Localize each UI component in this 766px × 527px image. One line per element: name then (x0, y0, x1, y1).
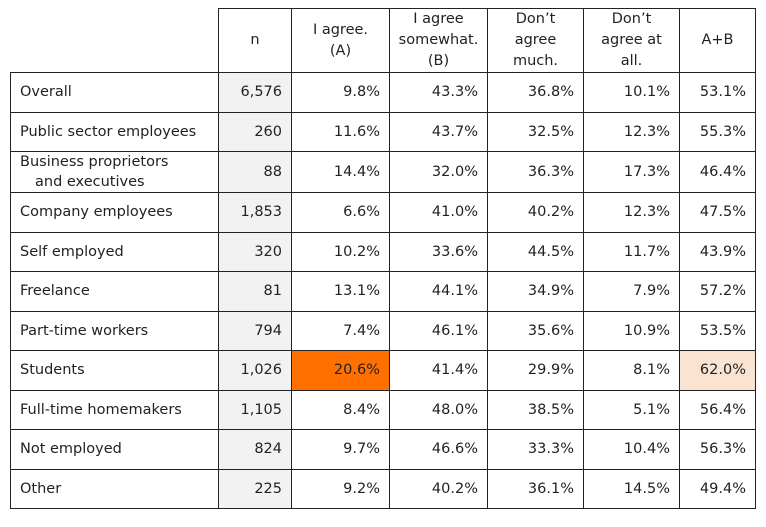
cell-ab: 57.2% (679, 271, 756, 312)
cell-ab: 53.5% (679, 310, 756, 351)
cell-a: 11.6% (291, 111, 390, 152)
table-row: Self employed 320 10.2% 33.6% 44.5% 11.7% 43.9… (10, 231, 756, 272)
cell-ab: 56.3% (679, 429, 756, 470)
row-label: Other (10, 468, 219, 509)
cell-a: 9.7% (291, 429, 390, 470)
cell-ab: 49.4% (679, 468, 756, 509)
cell-ab: 43.9% (679, 231, 756, 272)
row-label: Business proprietors and executives (10, 151, 219, 193)
table-row: Full-time homemakers 1,105 8.4% 48.0% 38.5% 5… (10, 389, 756, 430)
row-label: Part-time workers (10, 310, 219, 351)
cell-b: 41.4% (389, 350, 488, 391)
cell-d: 17.3% (583, 151, 680, 193)
cell-d: 10.9% (583, 310, 680, 351)
table-row: Other 225 9.2% 40.2% 36.1% 14.5% 49.4% (10, 468, 756, 509)
cell-c: 36.1% (487, 468, 584, 509)
column-header-b: I agree somewhat. (B) (389, 8, 488, 73)
table-row: Part-time workers 794 7.4% 46.1% 35.6% 10.9% 5… (10, 310, 756, 351)
cell-ab: 56.4% (679, 389, 756, 430)
column-header-a: I agree. (A) (291, 8, 390, 73)
cell-c: 32.5% (487, 111, 584, 152)
cell-n: 88 (218, 151, 292, 193)
cell-b: 48.0% (389, 389, 488, 430)
corner-cell (10, 8, 219, 73)
cell-d: 8.1% (583, 350, 680, 391)
cell-n: 225 (218, 468, 292, 509)
cell-b: 40.2% (389, 468, 488, 509)
cell-c: 40.2% (487, 192, 584, 233)
table-row: Business proprietors and executives 88 14.4… (10, 151, 756, 193)
cell-d: 12.3% (583, 111, 680, 152)
cell-n: 794 (218, 310, 292, 351)
cell-n: 81 (218, 271, 292, 312)
table-body: Overall 6,576 9.8% 43.3% 36.8% 10.1% 53.1% Publ… (10, 72, 756, 509)
column-header-d: Don’t agree at all. (583, 8, 680, 73)
cell-ab: 46.4% (679, 151, 756, 193)
cell-a: 20.6% (291, 350, 390, 391)
cell-n: 1,105 (218, 389, 292, 430)
row-label: Public sector employees (10, 111, 219, 152)
cell-ab: 53.1% (679, 72, 756, 113)
table-row: Students 1,026 20.6% 41.4% 29.9% 8.1% 62.0% (10, 350, 756, 391)
cell-n: 824 (218, 429, 292, 470)
row-label: Freelance (10, 271, 219, 312)
row-label: Company employees (10, 192, 219, 233)
table-row: Freelance 81 13.1% 44.1% 34.9% 7.9% 57.2% (10, 271, 756, 312)
row-label: Self employed (10, 231, 219, 272)
row-label: Overall (10, 72, 219, 113)
cell-b: 44.1% (389, 271, 488, 312)
cell-b: 32.0% (389, 151, 488, 193)
cell-n: 1,853 (218, 192, 292, 233)
cell-d: 12.3% (583, 192, 680, 233)
column-header-n: n (218, 8, 292, 73)
row-label: Students (10, 350, 219, 391)
row-label: Full-time homemakers (10, 389, 219, 430)
cell-a: 13.1% (291, 271, 390, 312)
cell-a: 6.6% (291, 192, 390, 233)
row-label: Not employed (10, 429, 219, 470)
cell-d: 5.1% (583, 389, 680, 430)
cell-d: 11.7% (583, 231, 680, 272)
cell-d: 10.1% (583, 72, 680, 113)
column-header-c: Don’t agree much. (487, 8, 584, 73)
cell-a: 8.4% (291, 389, 390, 430)
table-row: Not employed 824 9.7% 46.6% 33.3% 10.4% 56.3% (10, 429, 756, 470)
cell-n: 320 (218, 231, 292, 272)
cell-b: 41.0% (389, 192, 488, 233)
cell-b: 43.3% (389, 72, 488, 113)
cell-b: 46.6% (389, 429, 488, 470)
cell-b: 46.1% (389, 310, 488, 351)
cell-c: 36.8% (487, 72, 584, 113)
cell-ab: 55.3% (679, 111, 756, 152)
cell-c: 29.9% (487, 350, 584, 391)
cell-b: 33.6% (389, 231, 488, 272)
column-header-ab: A+B (679, 8, 756, 73)
cell-n: 260 (218, 111, 292, 152)
cell-n: 1,026 (218, 350, 292, 391)
cell-a: 14.4% (291, 151, 390, 193)
cell-d: 10.4% (583, 429, 680, 470)
cell-n: 6,576 (218, 72, 292, 113)
table-row: Overall 6,576 9.8% 43.3% 36.8% 10.1% 53.1% (10, 72, 756, 113)
cell-a: 7.4% (291, 310, 390, 351)
cell-a: 9.8% (291, 72, 390, 113)
table-row: Public sector employees 260 11.6% 43.7% 32.5… (10, 111, 756, 152)
cell-b: 43.7% (389, 111, 488, 152)
cell-a: 9.2% (291, 468, 390, 509)
cell-c: 35.6% (487, 310, 584, 351)
cell-d: 14.5% (583, 468, 680, 509)
cell-ab: 47.5% (679, 192, 756, 233)
cell-a: 10.2% (291, 231, 390, 272)
cell-c: 33.3% (487, 429, 584, 470)
cell-d: 7.9% (583, 271, 680, 312)
cell-c: 44.5% (487, 231, 584, 272)
table-row: Company employees 1,853 6.6% 41.0% 40.2% 12.3… (10, 192, 756, 233)
cell-c: 38.5% (487, 389, 584, 430)
cell-c: 34.9% (487, 271, 584, 312)
cell-c: 36.3% (487, 151, 584, 193)
cell-ab: 62.0% (679, 350, 756, 391)
